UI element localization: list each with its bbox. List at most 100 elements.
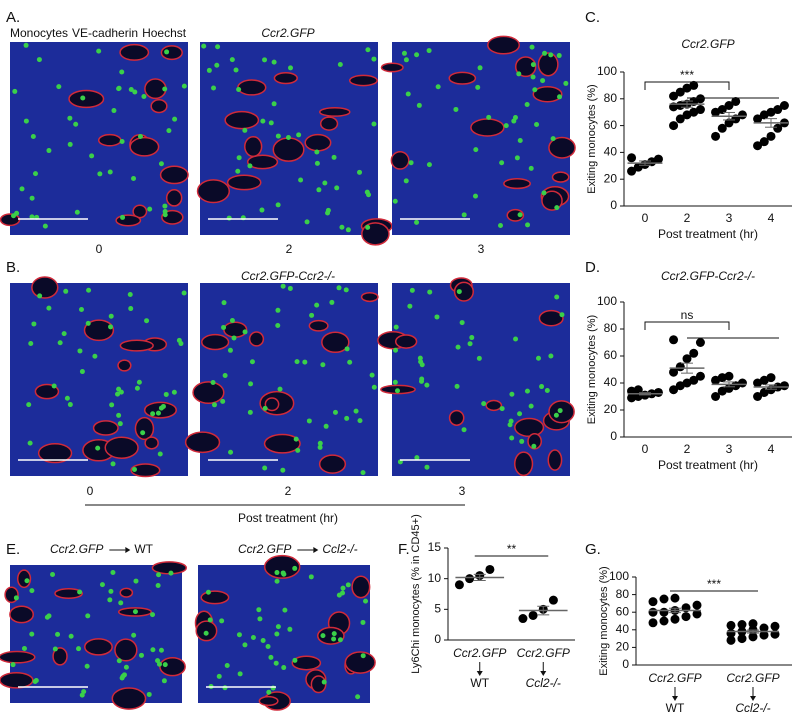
cell bbox=[13, 595, 19, 601]
x-axis-label: Post treatment (hr) bbox=[658, 227, 758, 241]
vessel bbox=[31, 276, 59, 299]
cell bbox=[178, 341, 184, 347]
data-point bbox=[633, 385, 643, 395]
cell bbox=[281, 665, 287, 671]
data-point bbox=[753, 141, 763, 151]
cell bbox=[467, 341, 473, 347]
cell bbox=[205, 589, 211, 595]
data-point bbox=[627, 166, 637, 176]
data-point bbox=[711, 392, 721, 401]
vessel bbox=[0, 672, 34, 689]
vessel bbox=[537, 52, 559, 77]
cell bbox=[539, 384, 545, 390]
data-point bbox=[695, 338, 705, 347]
data-point bbox=[669, 385, 679, 395]
vessel bbox=[117, 359, 132, 372]
cell bbox=[559, 312, 565, 318]
data-point bbox=[681, 612, 691, 622]
cell bbox=[237, 671, 243, 677]
cell bbox=[345, 582, 351, 588]
cell bbox=[282, 607, 288, 613]
vessel bbox=[246, 154, 279, 170]
y-tick-label: 80 bbox=[604, 321, 618, 335]
cell bbox=[242, 329, 248, 335]
stain-legend: Hoechst bbox=[142, 26, 187, 40]
cell bbox=[499, 406, 505, 412]
y-axis-label: Exiting monocytes (%) bbox=[586, 315, 598, 424]
vessel bbox=[551, 171, 570, 183]
y-axis-label: Ly6Chi monocytes (% in CD45+) bbox=[410, 514, 422, 673]
cell bbox=[181, 290, 187, 296]
data-point bbox=[653, 387, 663, 397]
arrow-head bbox=[750, 696, 756, 701]
cell bbox=[80, 95, 86, 101]
cell bbox=[418, 359, 424, 365]
data-point bbox=[675, 87, 685, 97]
data-point bbox=[648, 597, 658, 607]
cell bbox=[302, 359, 308, 365]
vessel bbox=[248, 331, 265, 347]
cell bbox=[131, 466, 137, 472]
data-point bbox=[726, 620, 736, 630]
image-label: WT bbox=[134, 542, 153, 556]
cell bbox=[216, 673, 222, 679]
y-tick-label: 100 bbox=[597, 64, 617, 78]
cell bbox=[507, 422, 513, 428]
cell bbox=[287, 285, 293, 291]
y-tick-label: 100 bbox=[609, 569, 629, 583]
cell bbox=[499, 160, 505, 166]
cell bbox=[345, 227, 351, 233]
x-tick-label: 0 bbox=[642, 442, 649, 456]
cell bbox=[477, 65, 483, 71]
cell bbox=[357, 169, 363, 175]
cell bbox=[340, 590, 346, 596]
cell bbox=[337, 637, 343, 643]
y-tick-label: 60 bbox=[604, 348, 618, 362]
cell bbox=[314, 302, 320, 308]
cell bbox=[357, 418, 363, 424]
cell bbox=[285, 135, 291, 141]
cell bbox=[292, 657, 298, 663]
x-tick-label: 4 bbox=[768, 442, 775, 456]
cell bbox=[517, 411, 523, 417]
cell bbox=[242, 642, 248, 648]
vessel bbox=[348, 74, 378, 87]
cell bbox=[42, 223, 48, 229]
cell bbox=[360, 470, 366, 476]
cell bbox=[118, 600, 124, 606]
cell bbox=[247, 163, 253, 169]
vessel bbox=[119, 339, 154, 352]
vessel bbox=[264, 397, 280, 412]
image-label: Ccr2.GFP bbox=[238, 542, 291, 556]
cell bbox=[250, 635, 256, 641]
cell bbox=[108, 588, 114, 594]
cell bbox=[320, 633, 326, 639]
cell bbox=[461, 212, 467, 218]
cell bbox=[219, 618, 225, 624]
vessel bbox=[263, 433, 301, 454]
cell bbox=[235, 168, 241, 174]
cell bbox=[55, 631, 61, 637]
cell bbox=[131, 176, 137, 182]
cell bbox=[84, 663, 90, 669]
vessel bbox=[321, 331, 350, 354]
cell bbox=[427, 289, 433, 295]
cell bbox=[453, 106, 459, 112]
cell bbox=[92, 353, 98, 359]
vessel bbox=[448, 71, 477, 85]
data-point bbox=[724, 371, 734, 381]
vessel bbox=[201, 333, 230, 351]
chart-title: Ccr2.GFP-Ccr2-/- bbox=[661, 269, 755, 283]
cell bbox=[524, 388, 530, 394]
cell bbox=[162, 662, 168, 668]
cell bbox=[116, 412, 122, 418]
cell bbox=[10, 662, 16, 668]
cell bbox=[288, 65, 294, 71]
vessel bbox=[308, 319, 329, 332]
cell bbox=[296, 132, 302, 138]
cell bbox=[475, 84, 481, 90]
cell bbox=[110, 569, 116, 575]
cell bbox=[220, 398, 226, 404]
cell bbox=[554, 294, 560, 300]
cell bbox=[23, 118, 29, 124]
